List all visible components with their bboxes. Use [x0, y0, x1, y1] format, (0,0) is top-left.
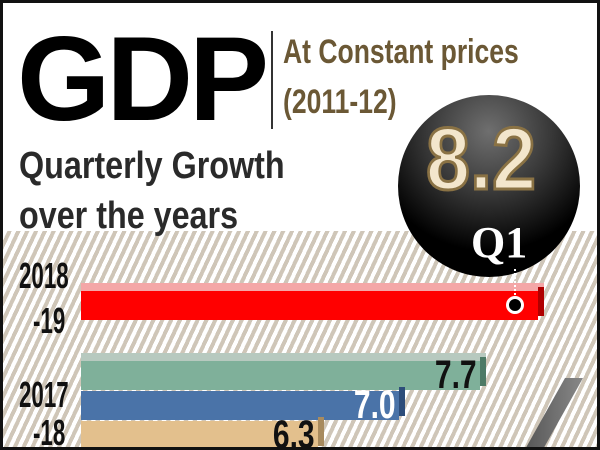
subtitle-line2: (2011-12) — [283, 83, 397, 121]
q1-marker-dot — [506, 296, 524, 314]
year-label-2018-suffix: -19 — [33, 300, 66, 341]
bar-2018-1 — [81, 269, 544, 320]
heading-line1: Quarterly Growth — [19, 145, 285, 187]
subtitle-line1: At Constant prices — [283, 33, 519, 71]
year-label-2017-suffix: -18 — [33, 412, 66, 450]
bar-top-face — [81, 353, 487, 361]
bar-value-label: 6.3 — [272, 413, 315, 450]
title: GDP — [17, 12, 269, 146]
divider — [271, 31, 273, 129]
bar-value-label: 7.0 — [353, 383, 396, 427]
bar-2017-3: 6.3 — [81, 413, 325, 450]
highlight-value: 8.2 — [425, 109, 538, 208]
bar-top-face — [81, 283, 544, 291]
highlight-circle — [398, 95, 580, 277]
highlight-quarter: Q1 — [471, 218, 528, 267]
heading-line2: over the years — [19, 195, 239, 237]
year-label-2018: 2018 — [19, 255, 69, 296]
bar-side-face — [538, 287, 544, 316]
q1-leader-line — [514, 269, 516, 295]
bar-2017-2: 7.0 — [81, 383, 406, 427]
bar-side-face — [318, 417, 325, 446]
bar-side-face — [399, 387, 406, 416]
bar-2017-1: 7.7 — [81, 353, 487, 397]
bar-side-face — [480, 357, 487, 386]
year-label-2017: 2017 — [19, 374, 69, 415]
bar-value-label: 7.7 — [434, 353, 477, 397]
